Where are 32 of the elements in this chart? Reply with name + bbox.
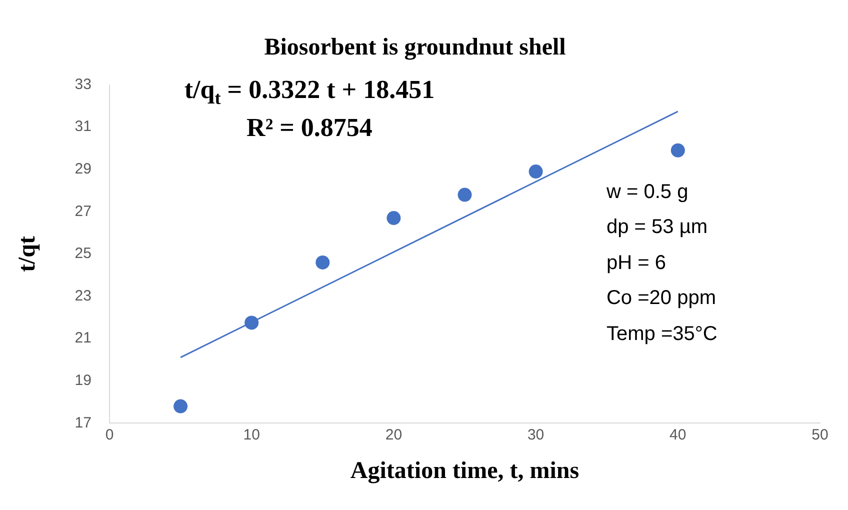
y-tick-label: 25: [74, 245, 92, 262]
y-tick-label: 17: [74, 414, 92, 432]
annotation: t/q$_{t}$ = 0.3322 t + 18.451: [184, 74, 435, 109]
annotation: dp = 53 µm: [606, 216, 708, 240]
annotation: pH = 6: [606, 252, 666, 275]
point: [528, 164, 543, 179]
y-tick-label: 23: [74, 287, 92, 304]
point: [670, 143, 685, 158]
x-axis-title: Agitation time, t, mins: [350, 458, 580, 484]
point: [244, 316, 259, 330]
y-tick-label: 33: [74, 76, 92, 93]
point: [458, 188, 472, 202]
x-tick-label: 10: [243, 426, 260, 444]
x-tick-label: 0: [105, 426, 114, 444]
x-tick-label: 30: [527, 426, 544, 444]
y-tick-label: 31: [74, 118, 92, 136]
point: [174, 399, 188, 414]
annotation: Temp =35°C: [606, 322, 718, 346]
annotation: Co =20 ppm: [606, 287, 716, 310]
y-tick-label: 19: [74, 372, 92, 390]
x-tick-label: 40: [670, 426, 686, 444]
y-tick-label: 27: [74, 202, 92, 220]
chart-title: Biosorbent is groundnut shell: [264, 34, 566, 61]
y-axis-title: t/qt: [14, 236, 41, 272]
x-tick-label: 20: [385, 426, 402, 444]
x-tick-label: 50: [812, 426, 828, 444]
y-tick-label: 29: [74, 160, 92, 178]
y-tick-label: 21: [74, 330, 92, 347]
annotation: w = 0.5 g: [606, 180, 688, 204]
point: [316, 255, 330, 270]
point: [386, 211, 401, 226]
annotation: R² = 0.8754: [246, 112, 372, 143]
